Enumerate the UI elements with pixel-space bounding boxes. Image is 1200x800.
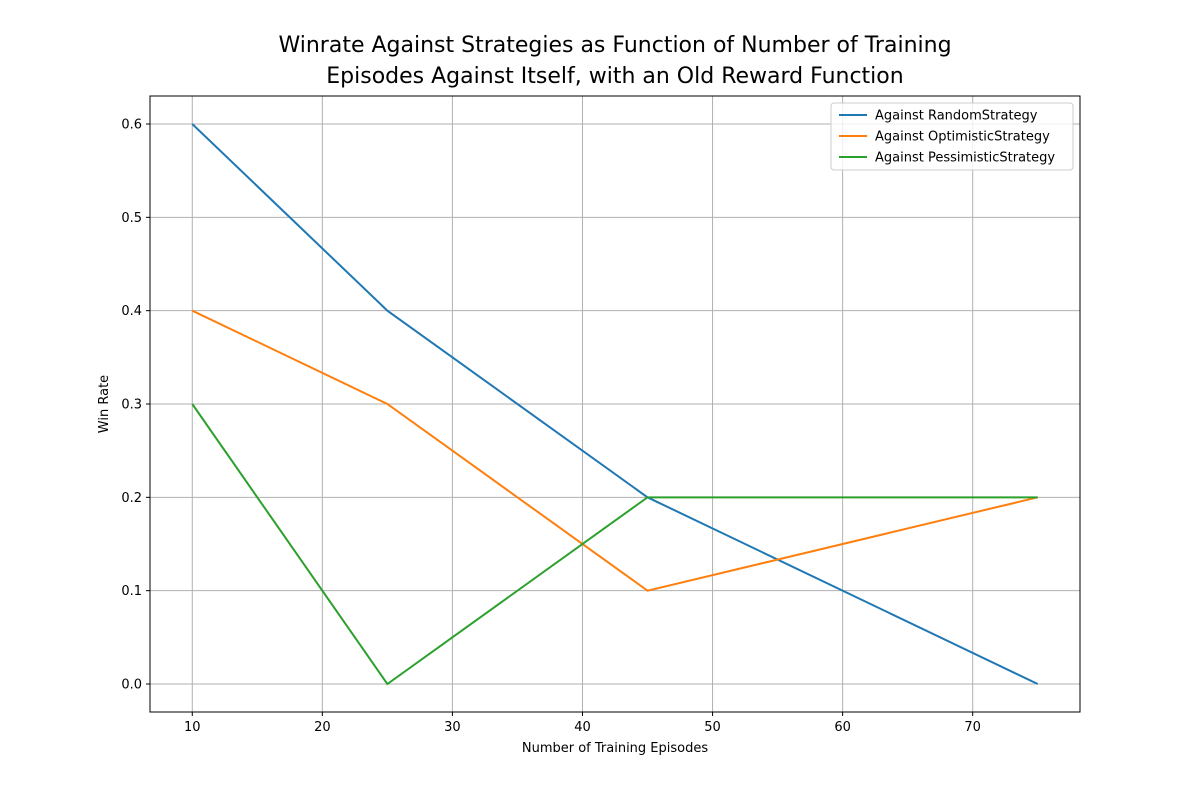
legend-label-3: Against PessimisticStrategy [875, 151, 1055, 166]
series-line-3 [191, 403, 1038, 686]
x-tick-label: 40 [574, 720, 591, 735]
x-tick-label: 30 [444, 720, 461, 735]
series-line-1 [191, 123, 1039, 685]
y-tick-label: 0.4 [121, 304, 142, 319]
chart-title-line-1: Winrate Against Strategies as Function o… [278, 33, 951, 58]
y-tick-label: 0.0 [121, 678, 142, 693]
x-tick-label: 20 [314, 720, 331, 735]
legend-label-2: Against OptimisticStrategy [875, 130, 1050, 145]
x-axis-ticks: 10 20 30 40 50 60 70 [184, 712, 981, 735]
x-tick-label: 70 [964, 720, 981, 735]
series-group [191, 123, 1039, 686]
legend-box [830, 102, 1074, 171]
legend: Against RandomStrategy Against Optimistic… [830, 102, 1074, 171]
y-axis-ticks: 0.0 0.1 0.2 0.3 0.4 0.5 0.6 [121, 118, 150, 693]
y-axis-label: Win Rate [97, 375, 112, 433]
x-axis-label: Number of Training Episodes [522, 741, 708, 756]
x-tick-label: 10 [184, 720, 201, 735]
y-tick-label: 0.2 [121, 491, 142, 506]
x-tick-label: 50 [704, 720, 721, 735]
x-tick-label: 60 [834, 720, 851, 735]
y-tick-label: 0.3 [121, 398, 142, 413]
series-line-2 [191, 309, 1038, 592]
legend-label-1: Against RandomStrategy [875, 109, 1038, 124]
chart-title-line-2: Episodes Against Itself, with an Old Rew… [326, 64, 903, 89]
grid [150, 96, 1080, 712]
y-tick-label: 0.6 [121, 118, 142, 133]
y-tick-label: 0.5 [121, 211, 142, 226]
y-tick-label: 0.1 [121, 584, 142, 599]
